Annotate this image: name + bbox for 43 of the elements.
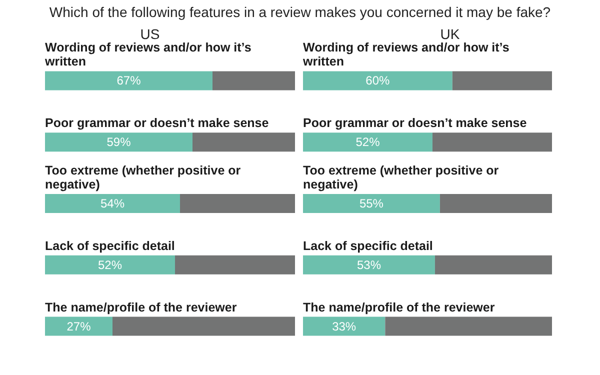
bar xyxy=(45,71,212,90)
bar xyxy=(180,194,295,213)
bar xyxy=(303,255,435,274)
data-label: 67% xyxy=(116,74,142,88)
bar xyxy=(303,71,452,90)
data-label: 52% xyxy=(98,258,122,272)
category-label: Too extreme (whether positive or negative) xyxy=(45,164,241,192)
data-label: 52% xyxy=(356,135,380,150)
bar xyxy=(434,255,552,274)
category-label: Wording of reviews and/or how it’s written xyxy=(303,40,510,69)
category-label: Poor grammar or doesn’t make sense xyxy=(303,116,527,130)
data-label: 33% xyxy=(332,319,356,334)
data-label: 53% xyxy=(356,258,382,272)
bar xyxy=(385,316,552,336)
bar xyxy=(45,194,180,213)
chart-title: Which of the following features in a review makes you concerned it may be fake? xyxy=(48,4,552,20)
category-label: Poor grammar or doesn’t make sense xyxy=(45,116,269,130)
bar xyxy=(303,316,386,336)
category-label: Wording of reviews and/or how it’s written xyxy=(45,40,252,69)
chart-subtitle: UK xyxy=(440,26,460,42)
bar xyxy=(303,194,440,213)
bar xyxy=(212,71,295,90)
category-label: Lack of specific detail xyxy=(45,238,175,253)
data-label: 27% xyxy=(66,319,92,334)
data-label: 60% xyxy=(366,74,390,88)
category-label: The name/profile of the reviewer xyxy=(45,300,237,314)
bar xyxy=(452,71,552,90)
category-label: Lack of specific detail xyxy=(303,238,433,253)
bar xyxy=(192,132,295,152)
bar xyxy=(432,132,552,152)
bar xyxy=(45,132,192,152)
bar xyxy=(175,255,295,274)
data-label: 59% xyxy=(106,135,132,150)
bar xyxy=(440,194,552,213)
category-label: Too extreme (whether positive or negative) xyxy=(303,164,499,192)
category-label: The name/profile of the reviewer xyxy=(303,300,495,314)
bar xyxy=(303,132,432,152)
bar xyxy=(45,316,112,336)
bar xyxy=(45,255,175,274)
data-label: 54% xyxy=(100,196,125,210)
bar xyxy=(112,316,295,336)
data-label: 55% xyxy=(359,196,384,210)
chart-subtitle: US xyxy=(140,26,160,42)
